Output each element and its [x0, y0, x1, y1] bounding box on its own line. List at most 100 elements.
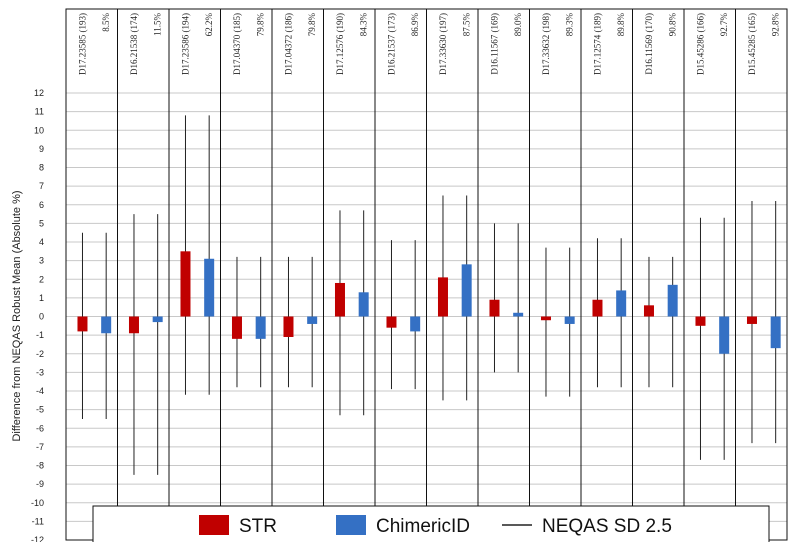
sample-column: [374, 8, 427, 541]
y-tick-label: 12: [34, 88, 44, 98]
sample-id-label: D16.11569 (170): [644, 13, 654, 75]
chimericid-bar: [358, 292, 369, 317]
sample-id-label: D16.11567 (169): [489, 13, 499, 75]
sample-percent-label: 87.5%: [462, 13, 472, 37]
sample-id-label: D17.23585 (193): [77, 13, 87, 75]
y-tick-label: 1: [39, 293, 44, 303]
sample-column: [117, 8, 170, 541]
chimericid-bar: [152, 316, 163, 323]
legend-label: NEQAS SD 2.5: [542, 516, 672, 537]
str-bar: [437, 277, 448, 317]
y-tick-label: 9: [39, 144, 44, 154]
sample-percent-label: 89.0%: [513, 13, 523, 37]
y-tick-label: 8: [39, 163, 44, 173]
y-tick-label: -12: [31, 535, 44, 542]
y-tick-label: -4: [36, 386, 44, 396]
str-bar: [386, 316, 397, 328]
str-bar: [746, 316, 757, 324]
sample-id-label: D17.12576 (190): [335, 13, 345, 75]
y-tick-label: 10: [34, 125, 44, 135]
y-tick-label: -8: [36, 461, 44, 471]
y-tick-label: -11: [32, 516, 44, 526]
chimericid-bar: [667, 284, 678, 317]
sample-column: [580, 8, 633, 541]
bars: [77, 251, 781, 354]
sample-column: [271, 8, 324, 541]
sample-id-label: D17.12574 (189): [592, 13, 602, 75]
str-bar: [540, 316, 551, 321]
str-bar: [128, 316, 139, 334]
y-tick-label: 3: [39, 256, 44, 266]
chimericid-bar: [410, 316, 421, 332]
chimericid-bar: [719, 316, 730, 354]
chimericid-bar: [616, 290, 627, 317]
chimericid-bar: [101, 316, 112, 334]
y-tick-label: -5: [36, 405, 44, 415]
sample-column-boxes: [65, 8, 788, 541]
y-tick-label: -1: [36, 330, 44, 340]
y-tick-label: 4: [39, 237, 44, 247]
sample-column: [735, 8, 788, 541]
chimericid-bar: [564, 316, 575, 324]
y-tick-labels: -12-11-10-9-8-7-6-5-4-3-2-10123456789101…: [31, 88, 44, 542]
sample-id-label: D17.23586 (194): [180, 13, 190, 75]
sample-header-labels: D17.23585 (193) 8.5% D16.21538 (174) 11.5% D…: [77, 13, 780, 76]
y-axis-label: Difference from NEQAS Robust Mean (Absol…: [11, 190, 23, 441]
sample-column: [477, 8, 530, 541]
chimericid-bar: [513, 312, 524, 317]
y-tick-label: 6: [39, 200, 44, 210]
sample-percent-label: 79.8%: [256, 13, 266, 37]
sample-id-label: D17.33630 (197): [438, 13, 448, 75]
str-bar: [334, 282, 345, 317]
sample-id-label: D17.33632 (198): [541, 13, 551, 75]
str-bar: [231, 316, 242, 339]
chimericid-bar: [204, 258, 215, 317]
sample-column: [220, 8, 273, 541]
legend-label: ChimericID: [376, 516, 470, 537]
sample-id-label: D17.04370 (185): [232, 13, 242, 75]
y-tick-label: -6: [36, 423, 44, 433]
str-bar: [489, 299, 500, 317]
legend-swatch: [336, 515, 366, 535]
sample-percent-label: 92.8%: [771, 13, 781, 37]
chimericid-bar: [307, 316, 318, 324]
legend-label: STR: [239, 516, 277, 537]
str-bar: [283, 316, 294, 337]
y-tick-label: 5: [39, 218, 44, 228]
str-bar: [695, 316, 706, 326]
sample-column: [529, 8, 582, 541]
str-bar: [180, 251, 191, 317]
sample-percent-label: 89.3%: [565, 13, 575, 37]
str-bar: [592, 299, 603, 317]
sample-column: [632, 8, 685, 541]
sample-column: [65, 8, 118, 541]
y-tick-label: -3: [36, 367, 44, 377]
str-bar: [643, 305, 654, 317]
y-tick-label: -7: [36, 442, 44, 452]
y-tick-label: 0: [39, 312, 44, 322]
sample-percent-label: 86.9%: [410, 13, 420, 37]
y-tick-label: -10: [31, 498, 44, 508]
sample-percent-label: 62.2%: [204, 13, 214, 37]
sample-id-label: D16.21538 (174): [129, 13, 139, 75]
legend-swatch: [199, 515, 229, 535]
y-tick-label: -2: [36, 349, 44, 359]
chimericid-bar: [770, 316, 781, 349]
sample-id-label: D17.04372 (186): [283, 13, 293, 75]
y-tick-label: 11: [35, 107, 44, 117]
sample-percent-label: 89.8%: [616, 13, 626, 37]
sample-column: [323, 8, 376, 541]
sample-id-label: D16.21537 (173): [386, 13, 396, 75]
legend: STR ChimericID NEQAS SD 2.5: [92, 505, 770, 542]
y-tick-label: 2: [39, 274, 44, 284]
y-tick-label: 7: [39, 181, 44, 191]
chimericid-bar: [255, 316, 266, 339]
sample-percent-label: 79.8%: [307, 13, 317, 37]
chimericid-bar: [461, 264, 472, 317]
sample-percent-label: 90.8%: [668, 13, 678, 37]
y-tick-label: -9: [36, 479, 44, 489]
sample-percent-label: 8.5%: [101, 13, 111, 32]
sample-percent-label: 84.3%: [359, 13, 369, 37]
sample-percent-label: 92.7%: [719, 13, 729, 37]
